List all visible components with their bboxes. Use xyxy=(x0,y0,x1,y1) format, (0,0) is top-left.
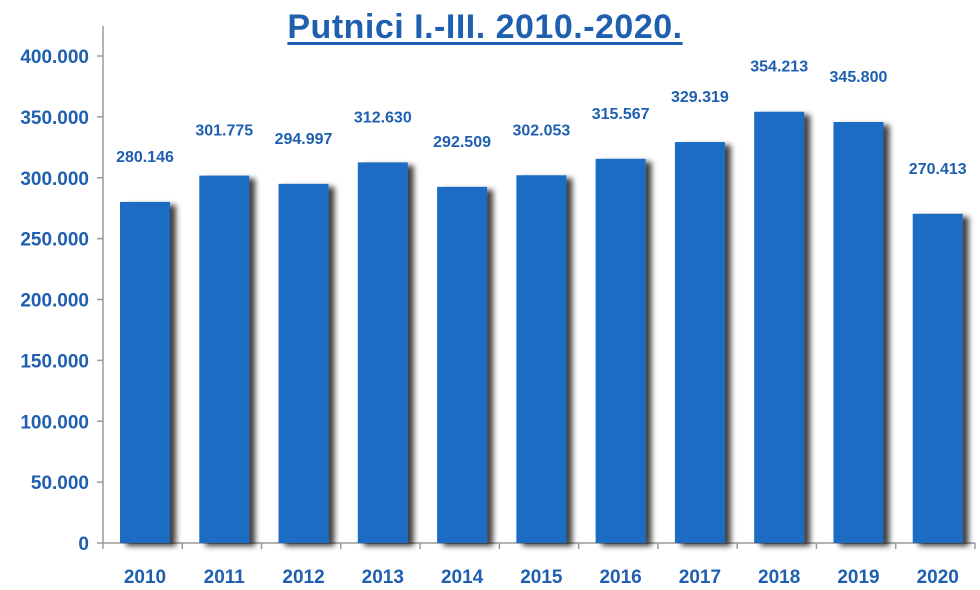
x-tick-label: 2013 xyxy=(362,567,404,588)
y-tick-label: 150.000 xyxy=(20,351,89,372)
y-tick-label: 50.000 xyxy=(31,473,89,494)
labels: 2010 280.146 2011 301.775 2012 294.997 2013 312… xyxy=(116,59,967,588)
y-tick-label: 200.000 xyxy=(20,291,89,312)
data-label-2020: 270.413 xyxy=(909,161,967,178)
x-tick-label: 2019 xyxy=(837,567,879,588)
data-label-2017: 329.319 xyxy=(671,89,729,106)
y-tick-label: 250.000 xyxy=(20,230,89,251)
bar-2011 xyxy=(199,175,250,544)
y-tick-label: 300.000 xyxy=(20,169,89,190)
data-label-2010: 280.146 xyxy=(116,149,174,166)
x-tick-label: 2011 xyxy=(204,567,246,588)
x-tick-label: 2017 xyxy=(679,567,721,588)
data-label-2016: 315.567 xyxy=(592,106,650,123)
y-tick-label: 350.000 xyxy=(20,108,89,129)
x-tick-label: 2012 xyxy=(282,567,324,588)
y-tick-label: 100.000 xyxy=(20,412,89,433)
y-tick-label: 0 xyxy=(78,534,89,555)
bar-2010 xyxy=(120,201,170,543)
x-tick-label: 2015 xyxy=(520,567,563,588)
data-label-2013: 312.630 xyxy=(354,109,412,126)
bar-2019 xyxy=(833,121,884,544)
bar-2013 xyxy=(357,162,408,543)
x-tick-label: 2020 xyxy=(917,567,959,588)
bar-2018 xyxy=(754,111,805,544)
bar-2016 xyxy=(595,158,646,543)
x-tick-label: 2018 xyxy=(758,567,800,588)
data-label-2018: 354.213 xyxy=(750,59,808,76)
y-tick-label: 400.000 xyxy=(20,47,89,68)
x-tick-label: 2014 xyxy=(441,567,484,588)
data-label-2011: 301.775 xyxy=(195,123,253,140)
bar-2020 xyxy=(912,213,963,544)
data-label-2012: 294.997 xyxy=(275,131,333,148)
bars xyxy=(120,111,963,544)
x-tick-label: 2010 xyxy=(124,567,166,588)
x-tick-label: 2016 xyxy=(599,567,641,588)
data-label-2014: 292.509 xyxy=(433,134,491,151)
data-label-2015: 302.053 xyxy=(512,122,570,139)
bar-2014 xyxy=(437,186,488,543)
bar-2015 xyxy=(516,175,567,543)
chart-title: Putnici I.-III. 2010.-2020. xyxy=(287,8,683,46)
bar-2012 xyxy=(278,183,329,543)
bar-2017 xyxy=(674,142,725,543)
data-label-2019: 345.800 xyxy=(830,69,888,86)
